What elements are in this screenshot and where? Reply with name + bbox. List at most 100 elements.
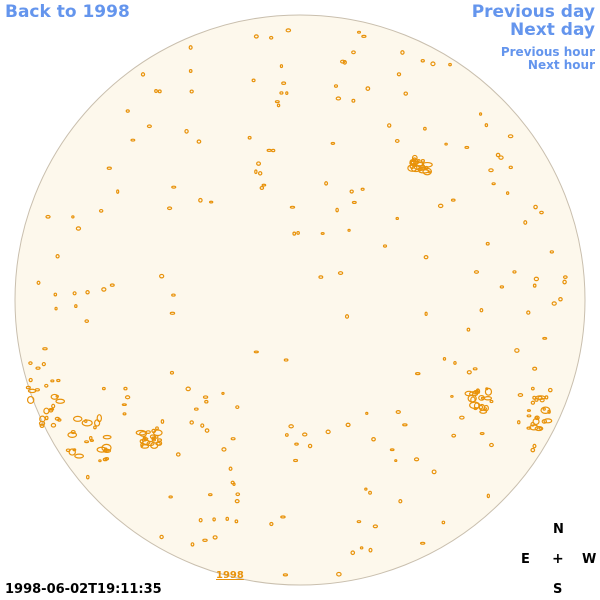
- contour-speck: [349, 189, 354, 194]
- contour-speck: [526, 426, 532, 430]
- contour-speck: [450, 198, 456, 202]
- contour-speck: [284, 433, 289, 437]
- contour-speck: [98, 208, 104, 213]
- contour-speck: [55, 398, 66, 404]
- contour-speck: [130, 138, 136, 142]
- contour-speck: [539, 210, 544, 215]
- contour-speck: [475, 388, 480, 393]
- contour-speck: [351, 200, 357, 205]
- contour-speck: [466, 370, 472, 375]
- contour-speck: [422, 167, 433, 176]
- contour-speck: [302, 432, 308, 437]
- contour-speck: [221, 391, 225, 395]
- contour-speck: [122, 412, 127, 416]
- contour-speck: [279, 64, 284, 69]
- contour-speck: [451, 433, 457, 438]
- contour-speck: [538, 426, 543, 430]
- contour-speck: [526, 414, 532, 418]
- contour-speck: [431, 469, 437, 475]
- contour-speck: [169, 370, 175, 375]
- contour-speck: [508, 165, 513, 170]
- back-to-year-link[interactable]: Back to 1998: [5, 2, 130, 22]
- contour-speck: [51, 403, 56, 409]
- contour-speck: [154, 88, 158, 94]
- contour-speck: [42, 347, 48, 351]
- contour-speck: [364, 487, 368, 491]
- contour-speck: [394, 459, 398, 463]
- contour-speck: [533, 204, 538, 210]
- contour-speck: [34, 388, 40, 392]
- contour-speck: [294, 442, 299, 446]
- contour-speck: [235, 492, 241, 497]
- contour-speck: [499, 285, 505, 289]
- contour-speck: [230, 437, 236, 441]
- contour-speck: [234, 498, 240, 504]
- contour-speck: [208, 200, 214, 204]
- compass-east: E: [521, 552, 530, 567]
- contour-speck: [472, 367, 478, 371]
- contour-speck: [102, 434, 112, 440]
- contour-speck: [56, 378, 61, 383]
- contour-speck: [423, 126, 427, 131]
- previous-day-link[interactable]: Previous day: [471, 2, 595, 22]
- contour-speck: [292, 231, 297, 236]
- contour-speck: [36, 280, 41, 285]
- contour-speck: [335, 96, 342, 101]
- contour-speck: [171, 293, 176, 297]
- contour-speck: [530, 400, 536, 405]
- contour-speck: [483, 396, 493, 401]
- contour-speck: [225, 516, 230, 521]
- contour-speck: [534, 398, 539, 402]
- contour-speck: [489, 442, 494, 448]
- contour-speck: [413, 165, 422, 170]
- contour-speck: [212, 517, 216, 522]
- contour-speck: [359, 546, 364, 550]
- contour-speck: [261, 183, 267, 187]
- contour-speck: [505, 191, 510, 195]
- contour-speck: [141, 438, 147, 442]
- contour-speck: [486, 493, 490, 499]
- contour-speck: [448, 62, 452, 67]
- contour-speck: [365, 86, 371, 91]
- contour-speck: [532, 283, 537, 288]
- contour-speck: [204, 428, 210, 433]
- year-link[interactable]: 1998: [216, 570, 244, 581]
- contour-speck: [398, 499, 403, 504]
- contour-speck: [288, 424, 294, 429]
- previous-hour-link[interactable]: Previous hour: [500, 45, 595, 59]
- contour-speck: [530, 421, 535, 427]
- contour-speck: [184, 128, 189, 134]
- contour-speck: [71, 215, 75, 219]
- next-day-link[interactable]: Next day: [510, 20, 595, 40]
- contour-speck: [411, 154, 418, 161]
- contour-speck: [189, 420, 194, 425]
- contour-speck: [350, 550, 356, 556]
- contour-speck: [251, 78, 256, 83]
- contour-speck: [430, 61, 436, 67]
- contour-speck: [26, 395, 35, 405]
- contour-speck: [403, 91, 409, 96]
- contour-speck: [146, 124, 152, 129]
- contour-speck: [360, 187, 365, 191]
- contour-speck: [485, 241, 490, 246]
- contour-speck: [356, 520, 362, 524]
- contour-speck: [88, 435, 93, 441]
- contour-speck: [444, 142, 448, 146]
- contour-speck: [72, 448, 77, 452]
- contour-speck: [116, 189, 120, 194]
- contour-speck: [44, 383, 49, 388]
- contour-speck: [65, 448, 71, 453]
- contour-speck: [41, 361, 46, 367]
- next-hour-link[interactable]: Next hour: [527, 58, 595, 72]
- contour-speck: [361, 34, 367, 39]
- contour-speck: [259, 185, 265, 190]
- compass-center: +: [552, 551, 564, 567]
- contour-speck: [68, 448, 77, 456]
- contour-speck: [39, 423, 45, 428]
- contour-speck: [479, 432, 485, 436]
- contour-speck: [106, 166, 112, 170]
- contour-speck: [351, 98, 356, 103]
- contour-speck: [253, 350, 259, 354]
- contour-speck: [335, 207, 339, 213]
- contour-speck: [293, 458, 299, 463]
